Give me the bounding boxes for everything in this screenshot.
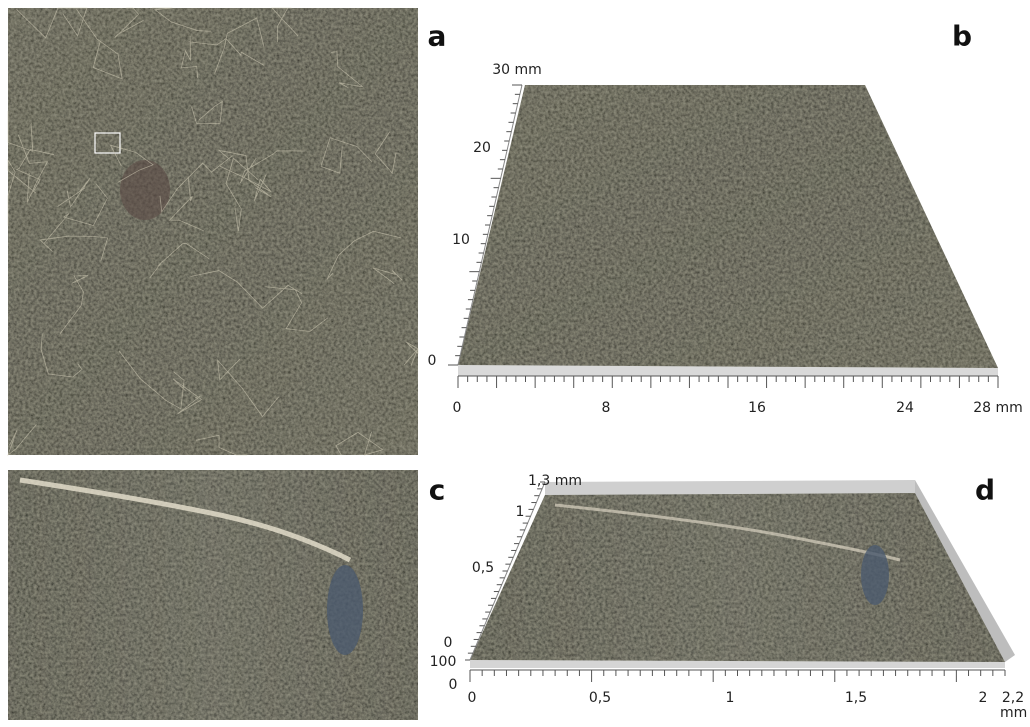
crack xyxy=(188,37,265,66)
axis-label: 1,5 xyxy=(844,690,868,706)
axis-label: 1 xyxy=(515,504,525,520)
photo-a xyxy=(8,8,418,455)
vein xyxy=(19,477,352,563)
crack xyxy=(218,149,271,198)
crack xyxy=(180,35,199,79)
crack xyxy=(76,9,123,80)
crack xyxy=(190,270,303,309)
panel-label: d xyxy=(974,473,996,507)
crack xyxy=(57,177,91,208)
panel-label: c xyxy=(428,473,446,507)
crack xyxy=(195,434,248,456)
crack xyxy=(7,424,37,457)
axis-label: 0 xyxy=(467,690,477,706)
crack xyxy=(40,333,83,378)
axis-label: 24 xyxy=(896,400,914,416)
crack xyxy=(109,144,154,183)
inclusion xyxy=(327,565,363,655)
axis-label: 1,3 mm xyxy=(528,473,582,489)
ticks xyxy=(465,481,1006,682)
crack xyxy=(149,242,210,279)
crack xyxy=(59,275,89,334)
crack xyxy=(168,176,204,232)
base xyxy=(470,660,1005,668)
crack xyxy=(271,7,299,43)
axis-label: 0 xyxy=(448,677,458,693)
crack xyxy=(39,235,109,261)
crack xyxy=(172,378,203,415)
crack xyxy=(330,51,365,89)
axis-label: 0,5 xyxy=(471,560,495,576)
axis-label: 2 xyxy=(978,690,988,706)
crack xyxy=(114,7,144,39)
crack xyxy=(7,158,36,226)
axis-label: 0 xyxy=(443,635,453,651)
ticks xyxy=(448,84,999,388)
crack xyxy=(16,7,88,39)
axis-label: 20 xyxy=(473,140,491,156)
region-box xyxy=(94,132,121,154)
axis-label: 10 xyxy=(452,232,470,248)
axis-label: 28 mm xyxy=(973,400,1023,416)
panel-label: b xyxy=(951,19,973,53)
crack xyxy=(43,183,108,244)
crack xyxy=(15,148,55,195)
axis-label: 1 xyxy=(725,690,735,706)
crack xyxy=(7,110,34,152)
vein xyxy=(554,503,901,562)
axis-label: 16 xyxy=(748,400,766,416)
crack xyxy=(374,131,400,175)
crack xyxy=(217,358,280,418)
axis-label: 100 xyxy=(429,654,457,670)
sideplate xyxy=(915,480,1015,662)
crack xyxy=(372,267,403,285)
axis-label: 30 mm xyxy=(492,62,542,78)
crack xyxy=(335,431,384,456)
crack xyxy=(326,230,402,280)
axis-label: 0,5 xyxy=(588,690,612,706)
axis-label: 2,2 mm xyxy=(1000,690,1028,721)
surface-b xyxy=(458,85,998,368)
axis-label: 8 xyxy=(601,400,611,416)
axis-label: 0 xyxy=(427,353,437,369)
crack xyxy=(320,137,373,174)
crack xyxy=(118,350,185,410)
panel-label: a xyxy=(427,19,447,53)
cracks xyxy=(7,7,419,457)
crack xyxy=(214,17,265,74)
crack xyxy=(225,157,259,231)
crack xyxy=(17,134,49,203)
inclusion xyxy=(861,545,889,605)
base xyxy=(458,365,998,376)
surface-d xyxy=(470,493,1005,662)
crack xyxy=(403,341,419,366)
spot xyxy=(120,160,170,220)
crack xyxy=(265,286,329,332)
backplate xyxy=(545,480,915,495)
crack xyxy=(219,165,272,201)
crack xyxy=(239,150,306,184)
crack xyxy=(191,100,223,124)
axis-label: 0 xyxy=(452,400,462,416)
crack xyxy=(159,155,233,213)
crack xyxy=(152,7,211,32)
